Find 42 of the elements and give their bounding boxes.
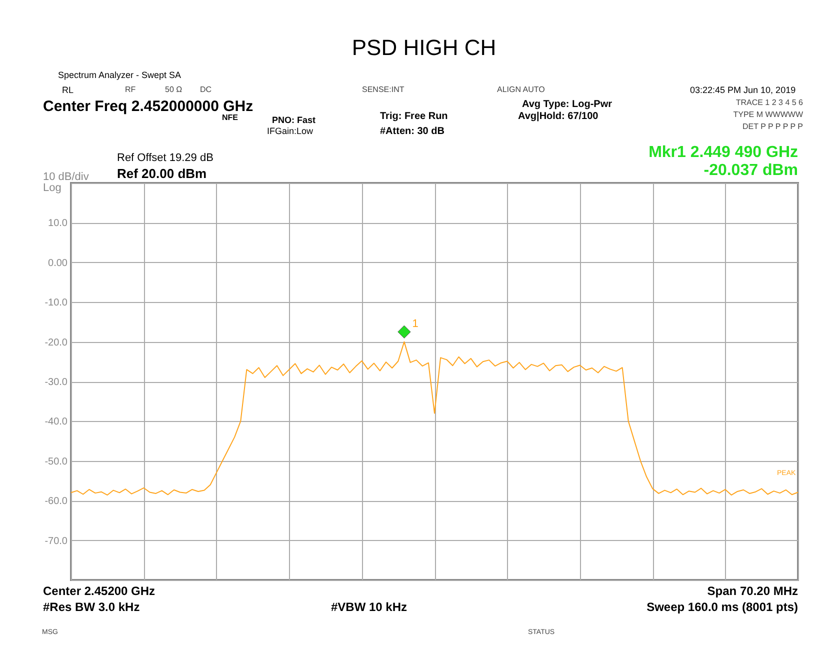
text: Center Freq 2.452000000 GHz xyxy=(43,98,254,115)
y-tick-label: 10.0 xyxy=(48,218,68,230)
text: IFGain:Low xyxy=(267,126,314,136)
text: RF xyxy=(125,85,136,94)
text: Center 2.45200 GHz xyxy=(43,584,156,598)
text: Trig: Free Run xyxy=(380,111,448,122)
line-series xyxy=(70,341,798,496)
text: PNO: Fast xyxy=(272,115,316,125)
text: DC xyxy=(200,85,212,94)
text: Ref 20.00 dBm xyxy=(117,166,207,181)
y-tick-label: -40.0 xyxy=(44,416,68,428)
text: TYPE M WWWWW xyxy=(733,110,804,119)
y-tick-label: -20.0 xyxy=(44,337,68,348)
text: NFE xyxy=(222,113,239,122)
text: Log xyxy=(43,182,62,194)
y-tick-label: -50.0 xyxy=(44,456,68,468)
text: Span 70.20 MHz xyxy=(707,584,798,598)
text: #VBW 10 kHz xyxy=(331,600,408,614)
text: Avg Type: Log-Pwr xyxy=(522,99,612,110)
y-tick-label: 0.00 xyxy=(48,258,68,269)
text: SENSE:INT xyxy=(362,85,404,94)
text: TRACE 1 2 3 4 5 6 xyxy=(736,98,804,107)
text: 50 Ω xyxy=(165,85,182,94)
text: DET P P P P P P xyxy=(742,122,803,131)
text: Mkr1 2.449 490 GHz xyxy=(648,144,798,161)
text: Sweep 160.0 ms (8001 pts) xyxy=(646,600,798,614)
y-tick-label: -60.0 xyxy=(44,496,68,508)
text: ALIGN AUTO xyxy=(497,85,545,94)
y-tick-label: -70.0 xyxy=(44,536,68,547)
text: #Res BW 3.0 kHz xyxy=(43,600,140,614)
text: Avg|Hold: 67/100 xyxy=(518,111,599,122)
y-tick-label: -10.0 xyxy=(44,298,68,309)
text: 03:22:45 PM Jun 10, 2019 xyxy=(690,85,796,95)
text: -20.037 dBm xyxy=(704,162,798,179)
text: #Atten: 30 dB xyxy=(380,126,444,137)
text: 10 dB/div xyxy=(43,171,90,183)
y-tick-label: -30.0 xyxy=(44,377,68,388)
chart-title: PSD HIGH CH xyxy=(352,35,496,60)
text: Spectrum Analyzer - Swept SA xyxy=(58,70,182,80)
annotation: 1 xyxy=(412,318,418,330)
text: Ref Offset 19.29 dB xyxy=(117,152,214,164)
text: RL xyxy=(62,85,74,95)
